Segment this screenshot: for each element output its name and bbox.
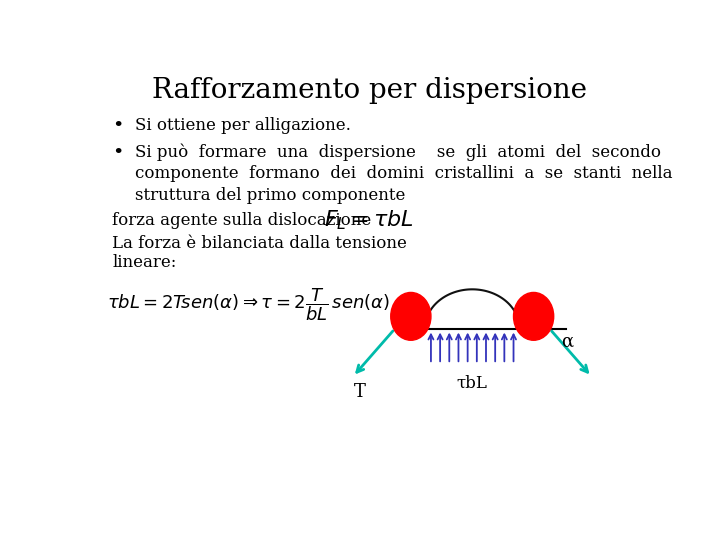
Text: T: T: [354, 383, 366, 401]
Text: τbL: τbL: [456, 375, 487, 392]
Text: Si ottiene per alligazione.: Si ottiene per alligazione.: [135, 117, 351, 134]
Text: componente  formano  dei  domini  cristallini  a  se  stanti  nella: componente formano dei domini cristallin…: [135, 165, 672, 183]
Ellipse shape: [513, 293, 554, 340]
Text: •: •: [112, 144, 124, 162]
Text: Rafforzamento per dispersione: Rafforzamento per dispersione: [151, 77, 587, 104]
Text: $\tau bL = 2T\!\mathit{sen}(\alpha)\Rightarrow\tau = 2\dfrac{T}{bL}\,\mathit{sen: $\tau bL = 2T\!\mathit{sen}(\alpha)\Righ…: [107, 286, 390, 322]
Text: lineare:: lineare:: [112, 254, 176, 271]
Text: struttura del primo componente: struttura del primo componente: [135, 187, 405, 204]
Text: α: α: [561, 332, 573, 350]
Text: $F_L = \tau b L$: $F_L = \tau b L$: [324, 208, 414, 232]
Ellipse shape: [391, 293, 431, 340]
Text: forza agente sulla dislocazione: forza agente sulla dislocazione: [112, 212, 372, 230]
Text: •: •: [112, 117, 124, 135]
Text: La forza è bilanciata dalla tensione: La forza è bilanciata dalla tensione: [112, 235, 408, 252]
Text: Si può  formare  una  dispersione    se  gli  atomi  del  secondo: Si può formare una dispersione se gli at…: [135, 144, 661, 161]
